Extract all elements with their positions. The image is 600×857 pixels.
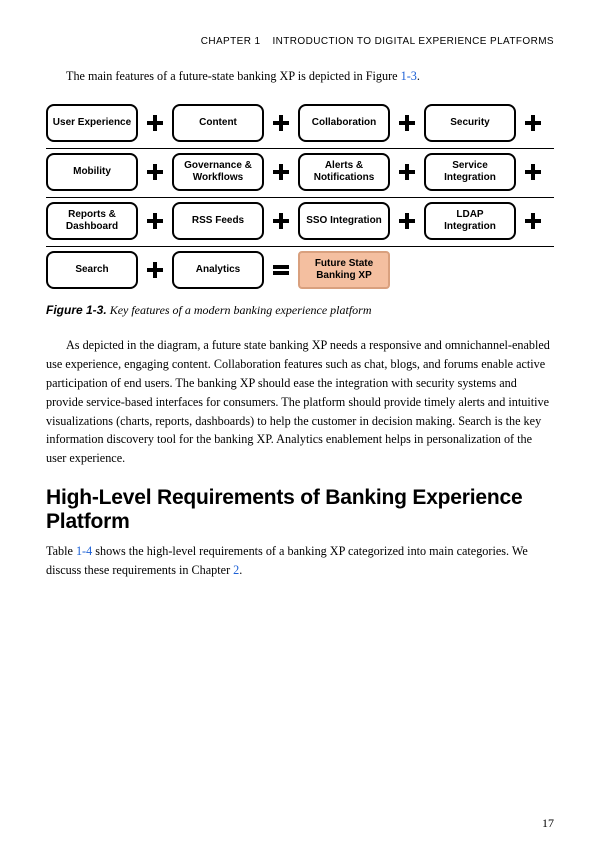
diagram-row: Search Analytics Future State Banking XP: [46, 247, 554, 295]
plus-icon: [146, 114, 164, 132]
diagram-box: LDAP Integration: [424, 202, 516, 240]
closing-paragraph: Table 1-4 shows the high-level requireme…: [46, 542, 554, 580]
plus-icon: [524, 212, 542, 230]
intro-paragraph: The main features of a future-state bank…: [46, 67, 554, 86]
diagram-box: Reports & Dashboard: [46, 202, 138, 240]
diagram-box: Collaboration: [298, 104, 390, 142]
diagram-box: SSO Integration: [298, 202, 390, 240]
explanation-paragraph: As depicted in the diagram, a future sta…: [46, 336, 554, 468]
diagram-box: RSS Feeds: [172, 202, 264, 240]
diagram-row: Mobility Governance & Workflows Alerts & N…: [46, 149, 554, 197]
diagram-box: Analytics: [172, 251, 264, 289]
plus-icon: [272, 212, 290, 230]
plus-icon: [146, 163, 164, 181]
diagram-result-box: Future State Banking XP: [298, 251, 390, 289]
diagram-box: Service Integration: [424, 153, 516, 191]
plus-icon: [398, 212, 416, 230]
closing-p3: .: [239, 563, 242, 577]
chapter-title: INTRODUCTION TO DIGITAL EXPERIENCE PLATF…: [272, 36, 554, 47]
diagram-box: User Experience: [46, 104, 138, 142]
running-header: CHAPTER 1 INTRODUCTION TO DIGITAL EXPERIE…: [46, 36, 554, 47]
diagram-box: Search: [46, 251, 138, 289]
diagram-row: User Experience Content Collaboration Secur…: [46, 100, 554, 148]
diagram-row: Reports & Dashboard RSS Feeds SSO Integrat…: [46, 198, 554, 246]
plus-icon: [398, 114, 416, 132]
intro-pre: The main features of a future-state bank…: [66, 69, 401, 83]
diagram-box: Governance & Workflows: [172, 153, 264, 191]
plus-icon: [524, 163, 542, 181]
figure-caption-text: Key features of a modern banking experie…: [110, 303, 372, 317]
plus-icon: [272, 114, 290, 132]
diagram-box: Security: [424, 104, 516, 142]
figure-caption-number: Figure 1-3.: [46, 303, 107, 317]
plus-icon: [146, 261, 164, 279]
figure-ref-1-3: 1-3: [401, 69, 417, 83]
equals-icon: [272, 261, 290, 279]
figure-1-3-diagram: User Experience Content Collaboration Secur…: [46, 100, 554, 295]
figure-caption: Figure 1-3. Key features of a modern ban…: [46, 303, 554, 318]
diagram-box: Content: [172, 104, 264, 142]
closing-p2: shows the high-level requirements of a b…: [46, 544, 528, 577]
table-ref-1-4: 1-4: [76, 544, 92, 558]
diagram-box: Alerts & Notifications: [298, 153, 390, 191]
intro-post: .: [417, 69, 420, 83]
page-number: 17: [542, 816, 554, 831]
diagram-box: Mobility: [46, 153, 138, 191]
chapter-label: CHAPTER 1: [201, 36, 261, 47]
plus-icon: [524, 114, 542, 132]
plus-icon: [146, 212, 164, 230]
plus-icon: [398, 163, 416, 181]
section-heading: High-Level Requirements of Banking Exper…: [46, 486, 554, 534]
closing-p1: Table: [46, 544, 76, 558]
plus-icon: [272, 163, 290, 181]
